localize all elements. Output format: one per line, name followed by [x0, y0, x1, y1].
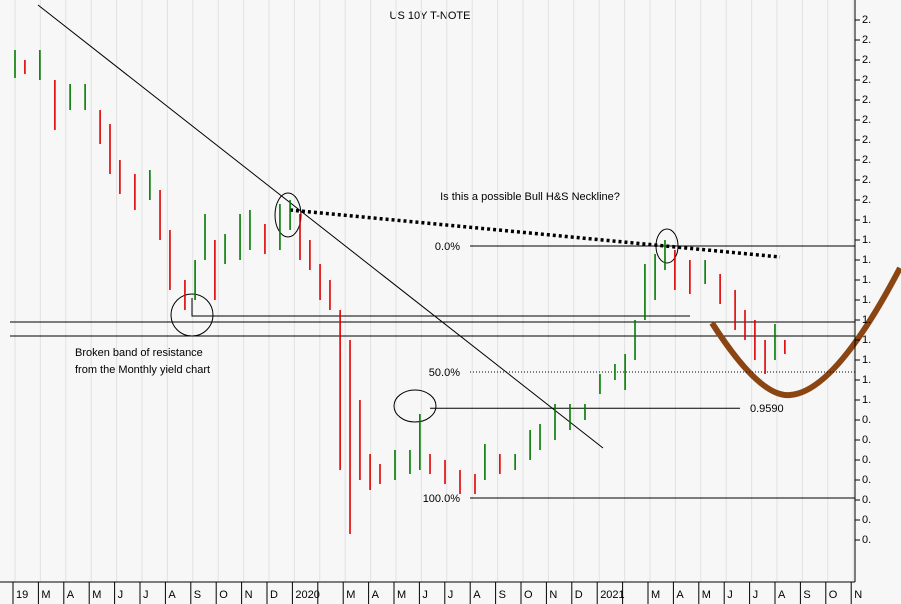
x-tick-label: A: [67, 589, 75, 601]
x-tick-label: A: [473, 589, 481, 601]
y-tick-label: 1.: [862, 394, 871, 406]
x-tick-label: A: [168, 589, 176, 601]
y-tick-label: 1.: [862, 294, 871, 306]
x-tick-label: M: [702, 589, 711, 601]
x-tick-label: M: [92, 589, 101, 601]
y-tick-label: 0.: [862, 494, 871, 506]
x-tick-label: O: [524, 589, 533, 601]
x-tick-label: D: [575, 589, 583, 601]
annotation: from the Monthly yield chart: [75, 364, 210, 376]
x-tick-label: S: [803, 589, 810, 601]
x-tick-label: N: [549, 589, 557, 601]
x-tick-label: A: [372, 589, 380, 601]
y-tick-label: 2.: [862, 74, 871, 86]
circle-marker: [274, 192, 302, 238]
y-tick-label: 1.: [862, 234, 871, 246]
y-tick-label: 2.: [862, 114, 871, 126]
fib-label: 50.0%: [429, 367, 460, 379]
circle-marker: [393, 389, 437, 423]
x-tick-label: 19: [16, 589, 28, 601]
fib-label: 0.0%: [435, 241, 460, 253]
fib-label: 100.0%: [423, 493, 461, 505]
x-tick-label: J: [143, 589, 149, 601]
y-tick-label: 2.: [862, 34, 871, 46]
trend-line: [37, 4, 604, 449]
y-tick-label: 2.: [862, 194, 871, 206]
y-tick-label: 1.: [862, 254, 871, 266]
chart-title: US 10Y T-NOTE: [390, 10, 471, 22]
x-tick-label: J: [422, 589, 428, 601]
y-tick-label: 1.: [862, 214, 871, 226]
level-label: 0.9590: [750, 403, 784, 415]
x-tick-label: J: [118, 589, 124, 601]
y-tick-label: 1.: [862, 354, 871, 366]
x-tick-label: J: [753, 589, 759, 601]
y-tick-label: 1.: [862, 374, 871, 386]
y-tick-label: 2.: [862, 14, 871, 26]
band-line: [191, 298, 690, 317]
y-tick-label: 0.: [862, 474, 871, 486]
x-tick-label: 2020: [295, 589, 319, 601]
y-tick-label: 0.: [862, 454, 871, 466]
x-tick-label: M: [41, 589, 50, 601]
y-tick-label: 2.: [862, 134, 871, 146]
y-tick-label: 1.: [862, 314, 871, 326]
y-tick-label: 2.: [862, 154, 871, 166]
x-tick-label: O: [219, 589, 228, 601]
neckline: [289, 208, 781, 259]
x-tick-label: J: [448, 589, 454, 601]
y-tick-label: 1.: [862, 274, 871, 286]
y-tick-label: 0.: [862, 534, 871, 546]
x-tick-label: S: [194, 589, 201, 601]
x-tick-label: M: [397, 589, 406, 601]
x-tick-label: S: [499, 589, 506, 601]
x-tick-label: A: [676, 589, 684, 601]
y-tick-label: 0.: [862, 434, 871, 446]
x-tick-label: D: [270, 589, 278, 601]
x-tick-label: M: [651, 589, 660, 601]
x-tick-label: M: [346, 589, 355, 601]
y-tick-label: 2.: [862, 174, 871, 186]
y-tick-label: 0.: [862, 514, 871, 526]
x-tick-label: A: [778, 589, 786, 601]
x-tick-label: O: [829, 589, 838, 601]
x-tick-label: 2021: [600, 589, 624, 601]
y-tick-label: 2.: [862, 94, 871, 106]
y-tick-label: 1.: [862, 334, 871, 346]
y-tick-label: 2.: [862, 54, 871, 66]
bottom-curve: [709, 266, 901, 399]
y-tick-label: 0.: [862, 414, 871, 426]
x-tick-label: N: [245, 589, 253, 601]
circle-marker: [170, 293, 214, 337]
x-tick-label: J: [727, 589, 733, 601]
x-tick-label: N: [854, 589, 862, 601]
annotation: Is this a possible Bull H&S Neckline?: [440, 191, 620, 203]
annotation: Broken band of resistance: [75, 347, 203, 359]
